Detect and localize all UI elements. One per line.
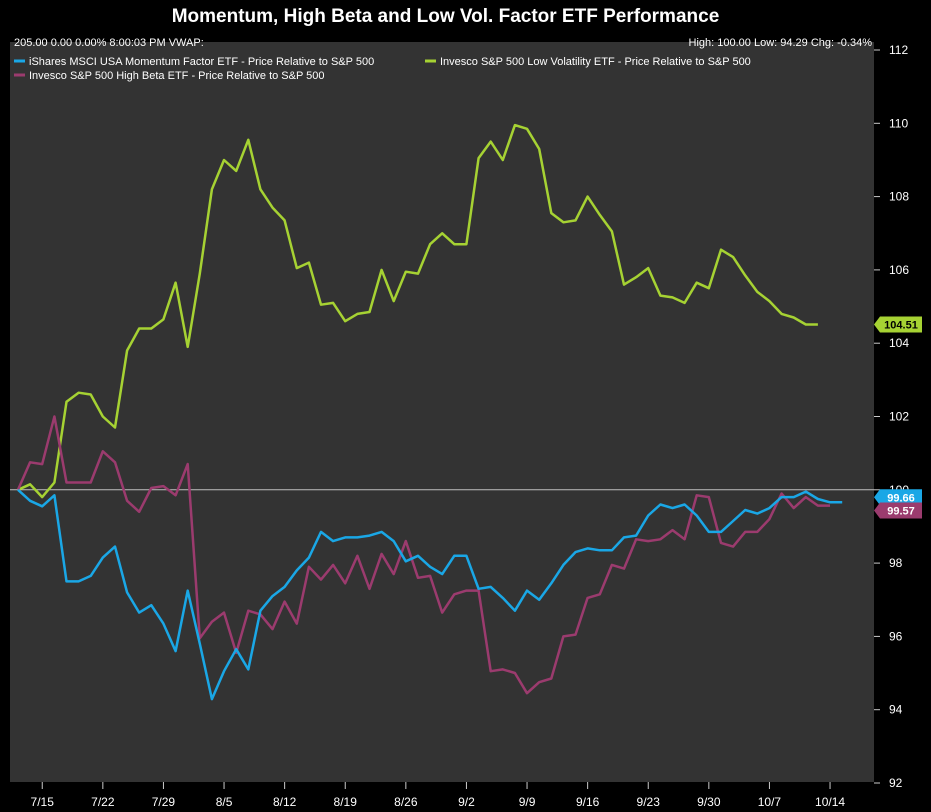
last-value-tag-1	[874, 316, 922, 333]
x-tick-label: 9/2	[458, 795, 475, 809]
quote-info-right: High: 100.00 Low: 94.29 Chg: -0.34%	[689, 37, 873, 49]
y-tick-label: 102	[889, 410, 909, 424]
series-line-0	[17, 488, 843, 701]
last-value-tag-0	[874, 489, 922, 506]
y-tick-label: 94	[889, 703, 903, 717]
last-value-tag-2	[874, 502, 922, 519]
x-tick-label: 9/30	[697, 795, 721, 809]
y-tick-label: 92	[889, 776, 903, 790]
y-tick-label: 104	[889, 336, 909, 350]
legend-entry-0: iShares MSCI USA Momentum Factor ETF - P…	[29, 56, 374, 68]
series-line-2	[16, 415, 830, 695]
x-tick-label: 8/26	[394, 795, 418, 809]
x-tick-label: 8/19	[334, 795, 358, 809]
x-tick-label: 7/29	[152, 795, 176, 809]
x-tick-label: 9/9	[519, 795, 536, 809]
legend-entry-2: Invesco S&P 500 High Beta ETF - Price Re…	[29, 70, 325, 82]
x-tick-label: 10/7	[758, 795, 782, 809]
quote-info-left: 205.00 0.00 0.00% 8:00:03 PM VWAP:	[14, 37, 204, 49]
legend-entry-1: Invesco S&P 500 Low Volatility ETF - Pri…	[440, 56, 751, 68]
y-tick-label: 96	[889, 629, 903, 643]
x-tick-label: 9/16	[576, 795, 600, 809]
x-tick-label: 10/14	[815, 795, 845, 809]
x-tick-label: 8/5	[216, 795, 233, 809]
y-tick-label: 108	[889, 190, 909, 204]
x-tick-label: 8/12	[273, 795, 297, 809]
last-value-label-1: 104.51	[884, 320, 918, 332]
x-tick-label: 7/15	[31, 795, 55, 809]
y-tick-label: 98	[889, 556, 903, 570]
y-tick-label: 106	[889, 263, 909, 277]
x-tick-label: 7/22	[91, 795, 115, 809]
y-tick-label: 110	[889, 116, 908, 130]
chart-title: Momentum, High Beta and Low Vol. Factor …	[171, 6, 720, 27]
x-tick-label: 9/23	[637, 795, 661, 809]
series-line-1	[17, 123, 818, 499]
last-value-label-2: 99.57	[887, 506, 915, 518]
plot-area	[10, 42, 874, 782]
last-value-label-0: 99.66	[887, 492, 915, 504]
y-tick-label: 112	[889, 43, 908, 57]
